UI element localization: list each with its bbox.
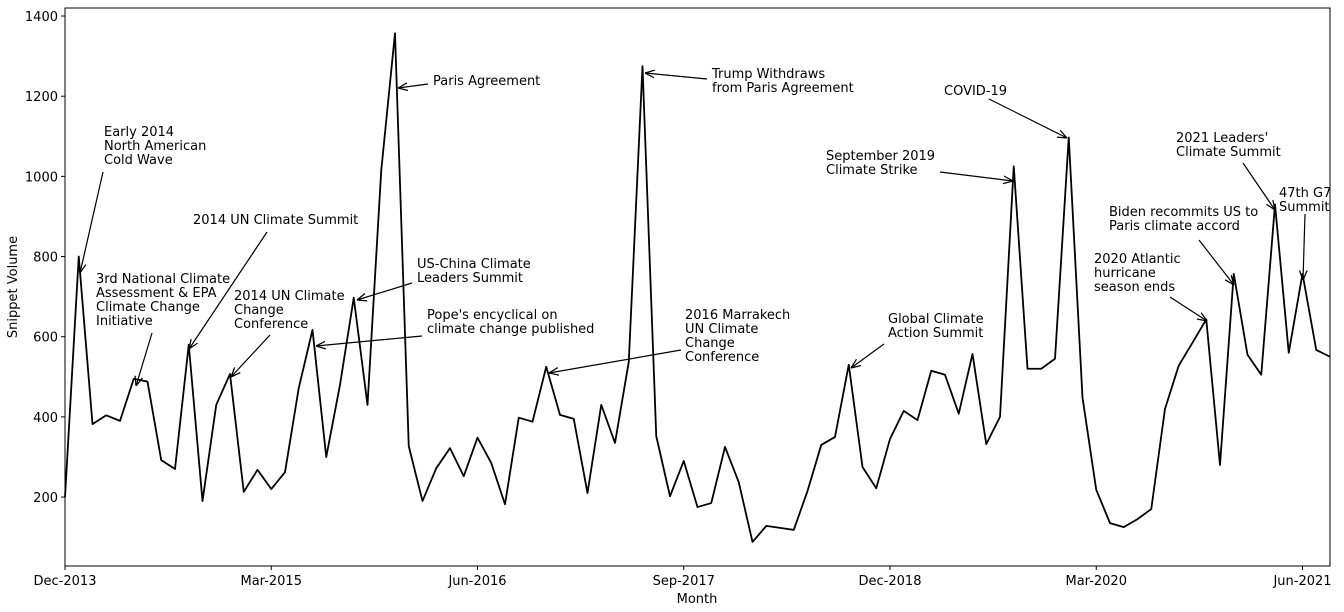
annotation: 3rd National Climate Assessment & EPA Clim… — [96, 272, 230, 329]
annotation: COVID-19 — [944, 84, 1007, 99]
annotation-arrow — [1169, 296, 1207, 321]
x-tick-label: Dec-2013 — [34, 574, 97, 589]
plot-frame — [64, 7, 1331, 567]
annotation-arrow — [189, 231, 268, 349]
annotation-arrow — [549, 349, 682, 373]
annotation: 2014 UN Climate Summit — [193, 213, 358, 228]
annotation-arrow — [316, 335, 423, 346]
y-tick-label: 1200 — [25, 90, 58, 105]
x-tick-label: Jun-2021 — [1272, 574, 1331, 589]
annotation-arrow — [80, 171, 104, 273]
annotation: September 2019 Climate Strike — [826, 149, 935, 178]
annotation-arrow — [136, 332, 153, 386]
y-tick-label: 1400 — [25, 10, 58, 25]
annotation-arrow — [851, 343, 885, 368]
data-line — [64, 32, 1331, 543]
annotation-arrow — [1303, 213, 1305, 280]
annotation: Paris Agreement — [433, 74, 540, 89]
y-tick-label: 400 — [33, 411, 58, 426]
x-axis-label: Month — [677, 592, 718, 607]
annotation: 2014 UN Climate Change Conference — [234, 289, 345, 332]
annotation-arrow — [1198, 239, 1234, 285]
y-tick-label: 600 — [33, 331, 58, 346]
y-tick-label: 800 — [33, 251, 58, 266]
x-tick-label: Dec-2018 — [859, 574, 922, 589]
x-tick-label: Mar-2020 — [1066, 574, 1127, 589]
annotation-arrow — [1242, 162, 1275, 210]
annotation: 47th G7 Summit — [1279, 186, 1331, 215]
annotation-arrow — [645, 73, 708, 80]
annotation: Biden recommits US to Paris climate accor… — [1109, 205, 1258, 234]
annotation: 2016 Marrakech UN Climate Change Conference — [685, 308, 790, 365]
annotation: Pope's encyclical on climate change publi… — [427, 308, 594, 337]
annotation-arrow — [231, 334, 271, 377]
annotation: Early 2014 North American Cold Wave — [104, 125, 206, 168]
x-tick-label: Sep-2017 — [653, 574, 715, 589]
y-tick-label: 200 — [33, 491, 58, 506]
annotation-arrow — [357, 282, 413, 300]
annotation: Global Climate Action Summit — [888, 312, 984, 341]
annotation: 2021 Leaders' Climate Summit — [1176, 131, 1281, 160]
annotation-arrow — [398, 84, 429, 88]
x-tick-label: Jun-2016 — [447, 574, 506, 589]
annotation-arrow — [939, 171, 1013, 181]
annotation: US-China Climate Leaders Summit — [417, 257, 531, 286]
x-tick-label: Mar-2015 — [241, 574, 302, 589]
annotation: Trump Withdraws from Paris Agreement — [711, 67, 854, 96]
y-tick-label: 1000 — [25, 170, 58, 185]
annotation: 2020 Atlantic hurricane season ends — [1094, 252, 1181, 295]
y-axis-label: Snippet Volume — [6, 236, 21, 338]
annotation-arrow — [988, 98, 1067, 138]
